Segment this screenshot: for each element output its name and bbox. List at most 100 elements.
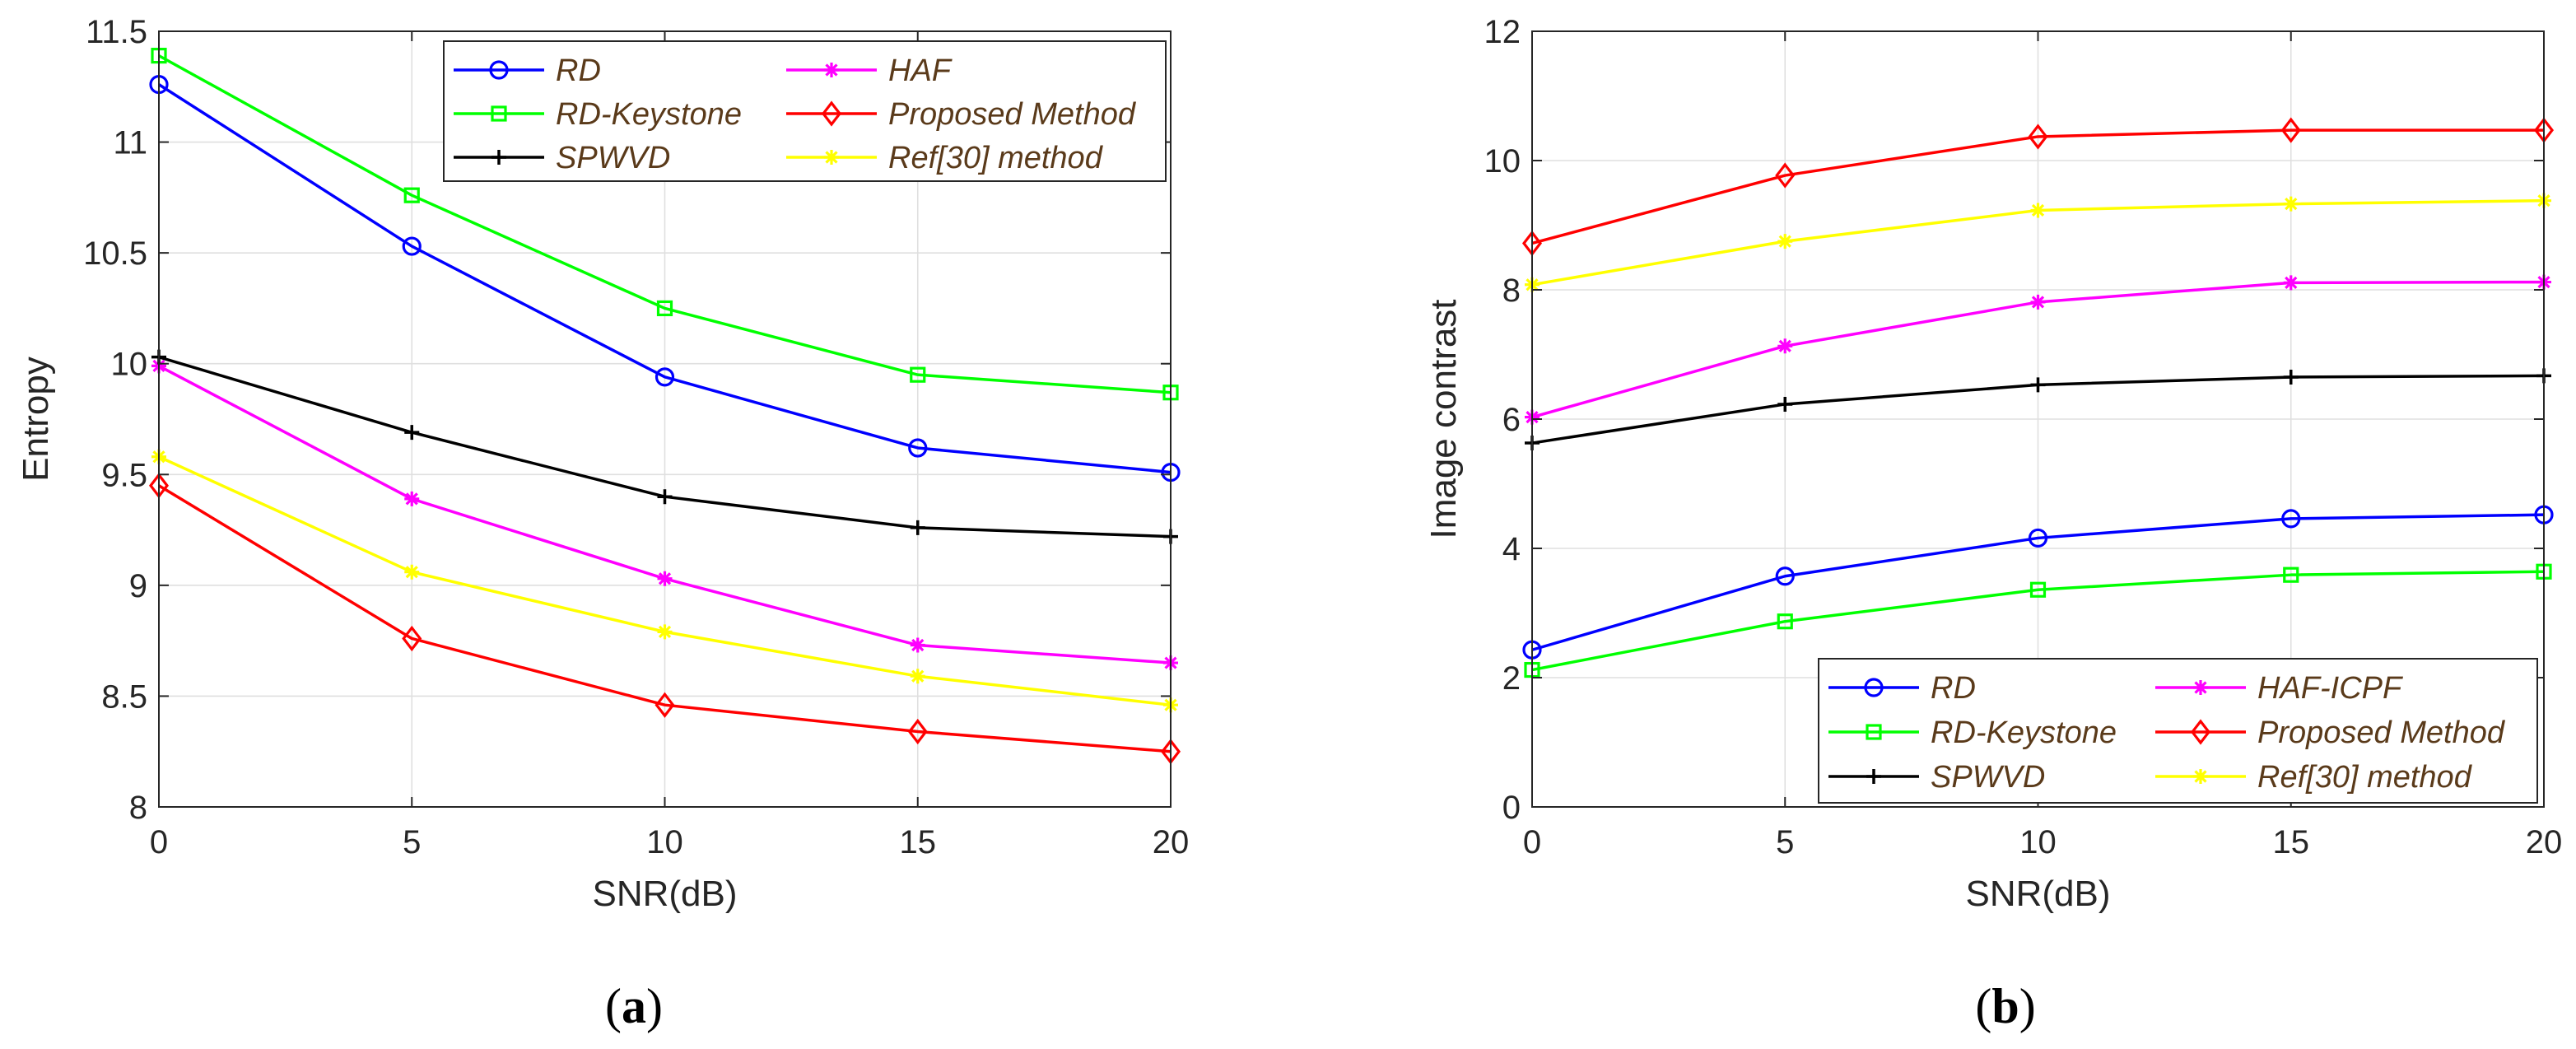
panel-label-open: ( [605, 979, 622, 1033]
series-line [158, 484, 1172, 753]
data-point [2283, 566, 2299, 583]
legend-entry: RD [1828, 671, 1976, 706]
data-point [1777, 396, 1793, 412]
legend-entry: Ref[30] method [786, 141, 1104, 175]
y-tick-label: 10 [111, 347, 148, 383]
legend-entry: Ref[30] method [2155, 760, 2473, 795]
legend-marker [2190, 719, 2211, 745]
legend-entry: Proposed Method [786, 97, 1137, 132]
data-point [657, 571, 673, 586]
y-tick-label: 11 [113, 125, 147, 161]
panel-label-open: ( [1975, 979, 1991, 1033]
legend-marker [1866, 769, 1881, 784]
legend-entry: SPWVD [454, 141, 670, 175]
chart-panel-0: 0 5 10 15 20 8 8.5 9 9.5 10 10.5 11 11.5 SNR(dB) Entro… [16, 14, 1189, 1033]
x-axis-label: SNR(dB) [1965, 874, 2110, 914]
data-point [1777, 234, 1793, 249]
x-tick-label: 0 [1523, 824, 1541, 860]
x-tick-label: 0 [150, 824, 168, 860]
legend-label: Ref[30] method [888, 141, 1104, 175]
legend-marker [2193, 680, 2208, 695]
data-point [2030, 203, 2046, 218]
legend-label: RD-Keystone [556, 97, 742, 132]
panel-label-letter: b [1991, 979, 2019, 1033]
data-point [1775, 162, 1796, 189]
legend-label: RD-Keystone [1931, 716, 2117, 750]
x-tick-label: 15 [900, 824, 937, 860]
data-point [908, 438, 928, 458]
data-point [910, 669, 925, 684]
legend-label: HAF [888, 54, 953, 88]
data-point [1775, 566, 1795, 586]
legend-label: SPWVD [556, 141, 670, 175]
data-point [910, 366, 926, 383]
legend-marker [824, 63, 839, 77]
y-tick-label: 8 [1502, 273, 1521, 309]
legend-entry: HAF [786, 54, 953, 88]
data-point [1777, 613, 1793, 630]
y-tick-label: 0 [1502, 790, 1521, 826]
x-axis-label: SNR(dB) [592, 874, 737, 914]
x-tick-label: 5 [1776, 824, 1794, 860]
legend-label: SPWVD [1931, 760, 2045, 795]
legend: RD HAF-ICPF RD-Keystone Proposed Method SPWV… [1818, 658, 2538, 804]
data-point [654, 692, 675, 718]
data-point [2283, 369, 2299, 385]
data-point [402, 236, 422, 256]
y-tick-label: 6 [1502, 402, 1521, 438]
x-tick-label: 10 [646, 824, 683, 860]
data-point [403, 187, 420, 203]
data-point [402, 625, 422, 652]
chart-panel-1: 0 5 10 15 20 0 2 4 6 8 10 12 SNR(dB) Image contrast RD… [1423, 14, 2562, 1033]
x-tick-label: 15 [2273, 824, 2310, 860]
data-point [657, 489, 673, 505]
series-line [1531, 570, 2545, 672]
data-point [1777, 338, 1793, 354]
x-tick-label: 5 [403, 824, 421, 860]
legend-marker [821, 100, 842, 127]
y-tick-label: 2 [1502, 660, 1521, 697]
series-line [1531, 128, 2544, 245]
data-point [657, 624, 673, 640]
data-point [654, 367, 675, 387]
y-tick-label: 12 [1484, 14, 1521, 50]
legend-entry: Proposed Method [2155, 716, 2506, 750]
data-point [910, 637, 925, 653]
legend-label: RD [1931, 671, 1976, 706]
data-point [404, 425, 420, 441]
y-axis-label: Entropy [16, 357, 56, 482]
legend-entry: RD [454, 54, 601, 88]
data-point [2280, 117, 2301, 143]
y-axis-label: Image contrast [1423, 299, 1464, 538]
legend-marker [491, 105, 507, 122]
legend-label: RD [556, 54, 601, 88]
panel-label: (a) [605, 979, 663, 1033]
data-point [404, 491, 420, 506]
x-tick-label: 20 [1153, 824, 1190, 860]
data-point [2283, 275, 2299, 291]
panel-label-close: ) [646, 979, 663, 1033]
y-tick-label: 8.5 [101, 678, 147, 715]
data-point [656, 300, 673, 317]
data-point [2029, 581, 2047, 598]
legend-entry: HAF-ICPF [2155, 671, 2403, 706]
data-point [2030, 294, 2046, 310]
legend-entry: RD-Keystone [1828, 716, 2117, 750]
data-point [910, 520, 925, 535]
panel-label-letter: a [622, 979, 646, 1033]
series-rd-keystone [1524, 563, 2552, 678]
series-line [158, 54, 1172, 394]
data-point [404, 564, 420, 580]
legend-marker [824, 150, 839, 165]
y-tick-label: 10 [1484, 143, 1521, 179]
legend-marker [2193, 769, 2208, 784]
legend-marker [1866, 724, 1882, 740]
panel-label: (b) [1975, 979, 2035, 1033]
data-point [2281, 509, 2301, 529]
data-point [907, 718, 928, 745]
series-line [1531, 513, 2545, 651]
y-tick-label: 8 [129, 790, 147, 826]
y-tick-label: 9.5 [101, 457, 147, 493]
panel-label-close: ) [2019, 979, 2036, 1033]
x-tick-label: 20 [2526, 824, 2563, 860]
